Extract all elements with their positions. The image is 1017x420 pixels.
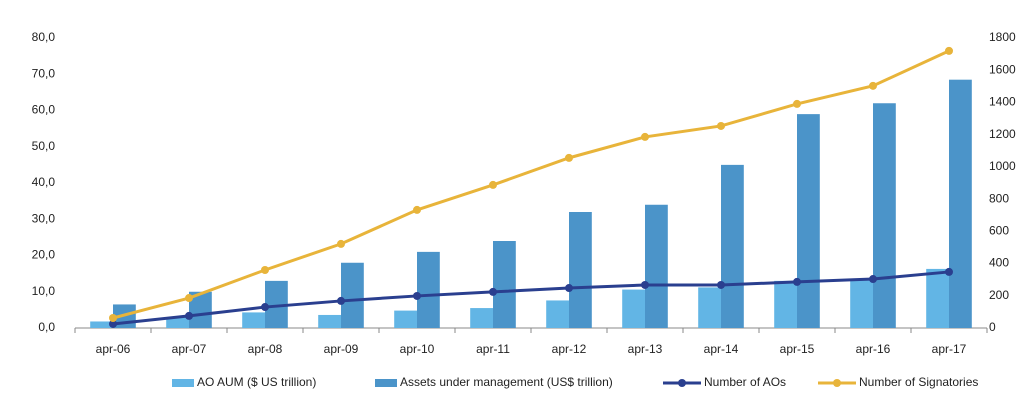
x-tick-label: apr-06 — [96, 342, 131, 356]
y2-tick-label: 1000 — [989, 159, 1016, 173]
bar — [90, 321, 113, 328]
marker — [109, 319, 117, 328]
legend-label: Number of Signatories — [859, 375, 978, 389]
legend-label: Number of AOs — [704, 375, 786, 389]
legend-label: Assets under management (US$ trillion) — [400, 375, 613, 389]
y-tick-label: 30,0 — [32, 211, 56, 225]
y2-tick-label: 1800 — [989, 30, 1016, 44]
bar — [850, 279, 873, 328]
x-tick-label: apr-09 — [324, 342, 359, 356]
x-tick-label: apr-11 — [476, 342, 510, 356]
bar — [926, 268, 949, 328]
y-tick-label: 80,0 — [32, 30, 56, 44]
y2-tick-label: 1400 — [989, 95, 1016, 109]
bar — [265, 280, 288, 328]
marker — [869, 275, 877, 284]
x-tick-label: apr-07 — [172, 342, 207, 356]
x-tick-label: apr-14 — [704, 342, 739, 356]
line — [112, 49, 950, 320]
bar — [698, 287, 721, 328]
bar — [470, 308, 493, 328]
marker — [869, 81, 877, 90]
marker — [109, 314, 117, 323]
bar — [949, 79, 972, 328]
marker — [717, 280, 725, 289]
y-tick-label: 40,0 — [32, 175, 56, 189]
marker — [793, 277, 801, 286]
marker — [641, 280, 649, 289]
marker — [489, 287, 497, 296]
marker — [261, 266, 269, 274]
y-tick-label: 70,0 — [32, 66, 56, 80]
bar — [645, 204, 668, 328]
bar — [242, 312, 265, 328]
bar — [341, 262, 364, 328]
y2-tick-label: 1600 — [989, 62, 1016, 76]
bar — [721, 164, 744, 328]
bar — [166, 317, 189, 328]
x-tick-label: apr-08 — [248, 342, 283, 356]
marker — [641, 132, 649, 141]
marker — [565, 284, 573, 293]
y2-tick-label: 600 — [989, 224, 1009, 238]
y2-tick-label: 800 — [989, 191, 1009, 205]
legend-label: AO AUM ($ US trillion) — [197, 375, 316, 389]
bar — [546, 300, 569, 328]
marker — [185, 311, 193, 320]
x-tick-label: apr-17 — [932, 342, 967, 356]
line — [112, 270, 950, 326]
y2-tick-label: 200 — [989, 288, 1009, 302]
marker — [337, 239, 345, 248]
marker — [337, 296, 345, 305]
marker — [413, 291, 421, 300]
marker — [945, 267, 953, 276]
bar — [797, 114, 820, 328]
legend-swatch — [678, 379, 686, 387]
marker — [413, 205, 421, 214]
bar — [622, 289, 645, 328]
marker — [717, 121, 725, 130]
x-tick-label: apr-16 — [856, 342, 891, 356]
bar — [873, 103, 896, 328]
marker — [793, 99, 801, 108]
bar — [318, 314, 341, 328]
y-tick-label: 60,0 — [32, 103, 56, 117]
x-tick-label: apr-10 — [400, 342, 435, 356]
legend-swatch — [375, 379, 397, 387]
legend-swatch — [172, 379, 194, 387]
y-tick-label: 0,0 — [38, 320, 55, 334]
bar — [189, 291, 212, 328]
legend-swatch — [833, 379, 841, 387]
y-tick-label: 20,0 — [32, 248, 56, 262]
marker — [945, 46, 953, 55]
y-tick-label: 50,0 — [32, 139, 56, 153]
x-tick-label: apr-12 — [552, 342, 587, 356]
y2-tick-label: 0 — [989, 320, 996, 334]
x-tick-label: apr-13 — [628, 342, 663, 356]
bar — [774, 280, 797, 328]
bar — [394, 310, 417, 328]
marker — [261, 303, 269, 312]
x-tick-label: apr-15 — [780, 342, 815, 356]
marker — [565, 153, 573, 162]
y2-tick-label: 1200 — [989, 127, 1016, 141]
bar — [569, 212, 592, 328]
bar — [493, 241, 516, 328]
bar — [417, 251, 440, 328]
y2-tick-label: 400 — [989, 256, 1009, 270]
marker — [489, 180, 497, 189]
y-tick-label: 10,0 — [32, 284, 56, 298]
marker — [185, 294, 193, 303]
